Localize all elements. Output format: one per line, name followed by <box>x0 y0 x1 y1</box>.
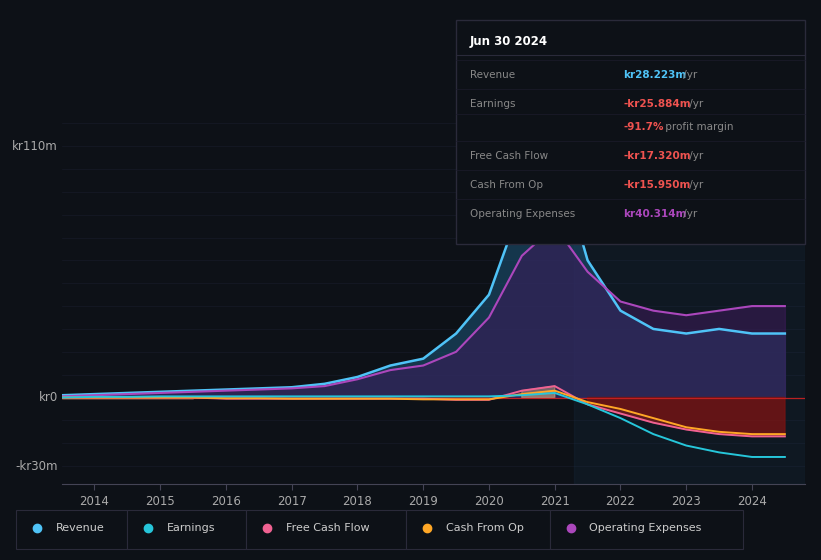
Text: kr0: kr0 <box>39 391 57 404</box>
FancyBboxPatch shape <box>246 510 406 549</box>
FancyBboxPatch shape <box>406 510 550 549</box>
Text: Earnings: Earnings <box>167 523 215 533</box>
Text: -91.7%: -91.7% <box>623 122 663 132</box>
Text: Free Cash Flow: Free Cash Flow <box>470 151 548 161</box>
Text: -kr17.320m: -kr17.320m <box>623 151 690 161</box>
Text: Cash From Op: Cash From Op <box>446 523 524 533</box>
Text: profit margin: profit margin <box>663 122 734 132</box>
Bar <box>575 123 805 484</box>
Text: Cash From Op: Cash From Op <box>470 180 543 190</box>
Text: -kr15.950m: -kr15.950m <box>623 180 690 190</box>
Text: /yr: /yr <box>686 99 704 109</box>
Text: Revenue: Revenue <box>470 70 515 80</box>
Text: -kr30m: -kr30m <box>16 460 57 473</box>
Text: -kr25.884m: -kr25.884m <box>623 99 690 109</box>
FancyBboxPatch shape <box>16 510 127 549</box>
FancyBboxPatch shape <box>127 510 246 549</box>
Text: Free Cash Flow: Free Cash Flow <box>286 523 369 533</box>
Text: Operating Expenses: Operating Expenses <box>589 523 702 533</box>
Text: Earnings: Earnings <box>470 99 515 109</box>
Text: kr110m: kr110m <box>12 139 57 152</box>
FancyBboxPatch shape <box>550 510 743 549</box>
Text: Jun 30 2024: Jun 30 2024 <box>470 35 548 48</box>
Text: kr28.223m: kr28.223m <box>623 70 686 80</box>
Text: /yr: /yr <box>680 70 697 80</box>
Text: kr40.314m: kr40.314m <box>623 209 686 219</box>
Text: /yr: /yr <box>686 180 704 190</box>
Text: Revenue: Revenue <box>56 523 104 533</box>
FancyBboxPatch shape <box>456 20 805 244</box>
Text: /yr: /yr <box>686 151 704 161</box>
Text: /yr: /yr <box>680 209 697 219</box>
Text: Operating Expenses: Operating Expenses <box>470 209 575 219</box>
